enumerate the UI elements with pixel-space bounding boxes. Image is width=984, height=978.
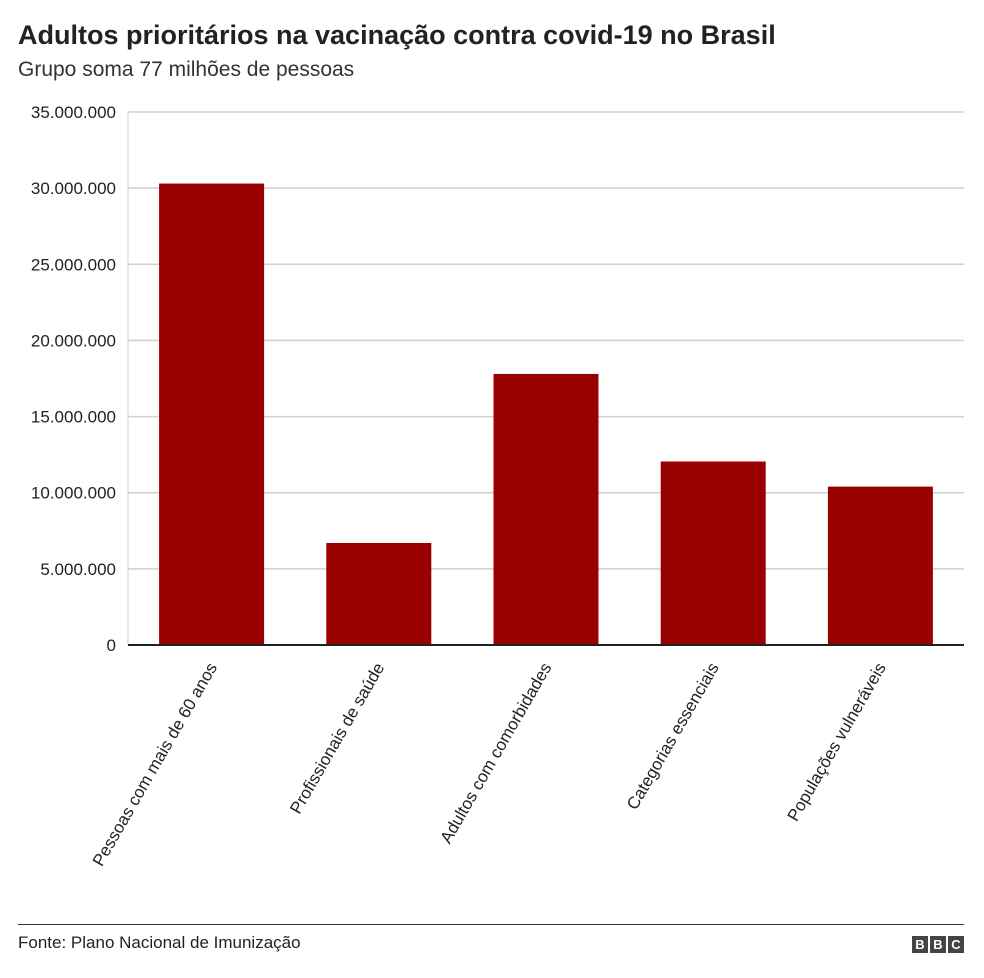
y-tick-label: 0	[107, 636, 116, 655]
source-note: Fonte: Plano Nacional de Imunização	[18, 933, 301, 952]
chart-title: Adultos prioritários na vacinação contra…	[18, 20, 776, 50]
x-tick-label: Categorias essenciais	[623, 660, 723, 814]
x-tick-label: Pessoas com mais de 60 anos	[89, 660, 221, 870]
y-tick-label: 20.000.000	[31, 331, 116, 350]
y-tick-label: 10.000.000	[31, 484, 116, 503]
y-tick-label: 30.000.000	[31, 179, 116, 198]
x-tick-label: Profissionais de saúde	[286, 660, 388, 818]
bar	[660, 461, 766, 645]
x-tick-label: Adultos com comorbidades	[436, 660, 555, 847]
y-tick-label: 5.000.000	[40, 560, 116, 579]
bar	[827, 486, 933, 645]
chart-subtitle: Grupo soma 77 milhões de pessoas	[18, 58, 355, 81]
bar	[326, 542, 432, 645]
bar	[493, 373, 599, 645]
bar	[159, 183, 265, 645]
footer-divider	[18, 924, 964, 925]
y-tick-label: 15.000.000	[31, 408, 116, 427]
y-tick-label: 35.000.000	[31, 103, 116, 122]
x-tick-label: Populações vulneráveis	[784, 660, 890, 825]
y-tick-label: 25.000.000	[31, 255, 116, 274]
